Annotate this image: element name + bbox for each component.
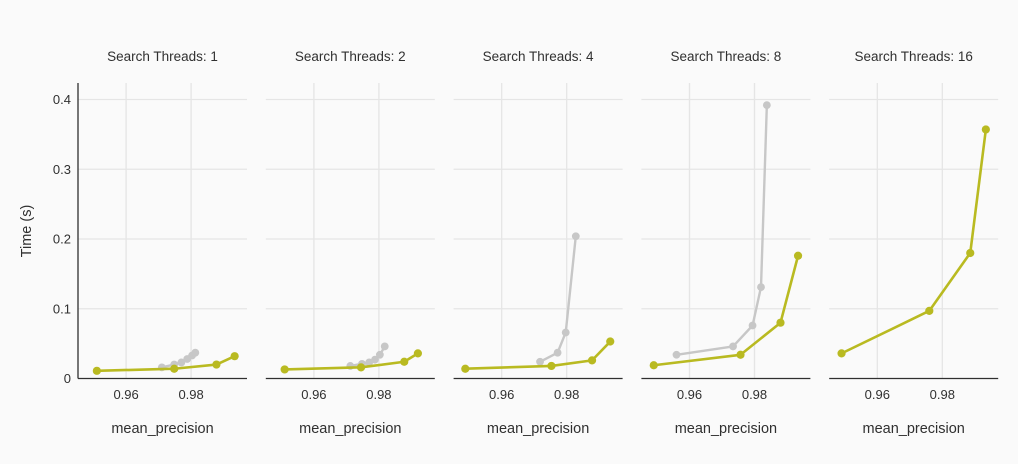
y-tick-label: 0.1 [53, 301, 71, 316]
facet-title: Search Threads: 2 [295, 49, 406, 64]
series-olive-point [92, 366, 101, 375]
series-olive-point [606, 337, 615, 346]
series-gray-point [177, 358, 186, 367]
x-axis-title: mean_precision [675, 421, 777, 437]
series-gray-point [553, 348, 562, 357]
series-olive-point [649, 361, 658, 370]
series-olive-point [356, 363, 366, 372]
y-tick-label: 0.3 [53, 162, 71, 177]
series-olive-point [736, 350, 745, 359]
x-axis-title: mean_precision [487, 421, 589, 437]
series-olive-line [95, 354, 236, 373]
series-gray-point [748, 321, 757, 330]
series-olive-point [981, 125, 990, 134]
x-tick-label: 0.96 [865, 387, 890, 402]
x-tick-label: 0.98 [554, 387, 579, 402]
series-olive-line [463, 340, 612, 371]
series-olive-point [925, 306, 934, 315]
facet-title: Search Threads: 1 [107, 49, 218, 64]
x-axis-title: mean_precision [299, 421, 401, 437]
series-olive-point [547, 361, 556, 371]
x-tick-label: 0.98 [366, 387, 391, 402]
x-tick-label: 0.98 [742, 387, 767, 402]
y-axis-title: Time (s) [19, 205, 35, 258]
series-olive-point [212, 360, 221, 369]
series-gray-point [365, 358, 374, 367]
series-olive-point [170, 364, 179, 373]
series-gray-point [757, 283, 765, 292]
series-gray-point [191, 348, 200, 357]
series-olive-point [793, 251, 803, 260]
y-tick-label: 0 [64, 371, 71, 386]
series-gray-point [571, 232, 580, 241]
series-gray-point [371, 355, 379, 364]
series-olive-point [587, 356, 597, 365]
series-gray-point [672, 350, 681, 359]
x-axis-title: mean_precision [111, 421, 213, 437]
series-gray-point [729, 342, 737, 351]
series-gray-point [380, 342, 389, 351]
x-axis-title: mean_precision [863, 421, 965, 437]
x-tick-label: 0.98 [178, 387, 203, 402]
series-gray-point [561, 328, 570, 337]
series-olive-line [840, 128, 988, 355]
series-olive-line [652, 254, 800, 367]
x-tick-label: 0.96 [113, 387, 138, 402]
facet-title: Search Threads: 4 [483, 49, 594, 64]
series-gray-point [375, 350, 384, 359]
x-tick-label: 0.98 [930, 387, 955, 402]
facet-title: Search Threads: 16 [855, 49, 973, 64]
series-olive-point [400, 357, 409, 366]
series-gray-point [762, 101, 771, 110]
y-tick-label: 0.2 [53, 232, 71, 247]
series-olive-point [461, 364, 470, 373]
series-olive-point [413, 349, 422, 358]
facet-title: Search Threads: 8 [670, 49, 781, 64]
series-olive-point [230, 352, 239, 361]
series-olive-line [283, 352, 420, 371]
series-olive-point [776, 318, 785, 327]
x-tick-label: 0.96 [677, 387, 702, 402]
series-olive-point [837, 349, 846, 358]
y-tick-label: 0.4 [53, 92, 71, 107]
x-tick-label: 0.96 [301, 387, 326, 402]
series-olive-point [280, 365, 289, 374]
series-olive-point [966, 248, 975, 258]
series-gray-line [538, 235, 577, 363]
series-gray-point [536, 357, 544, 366]
x-tick-label: 0.96 [489, 387, 514, 402]
